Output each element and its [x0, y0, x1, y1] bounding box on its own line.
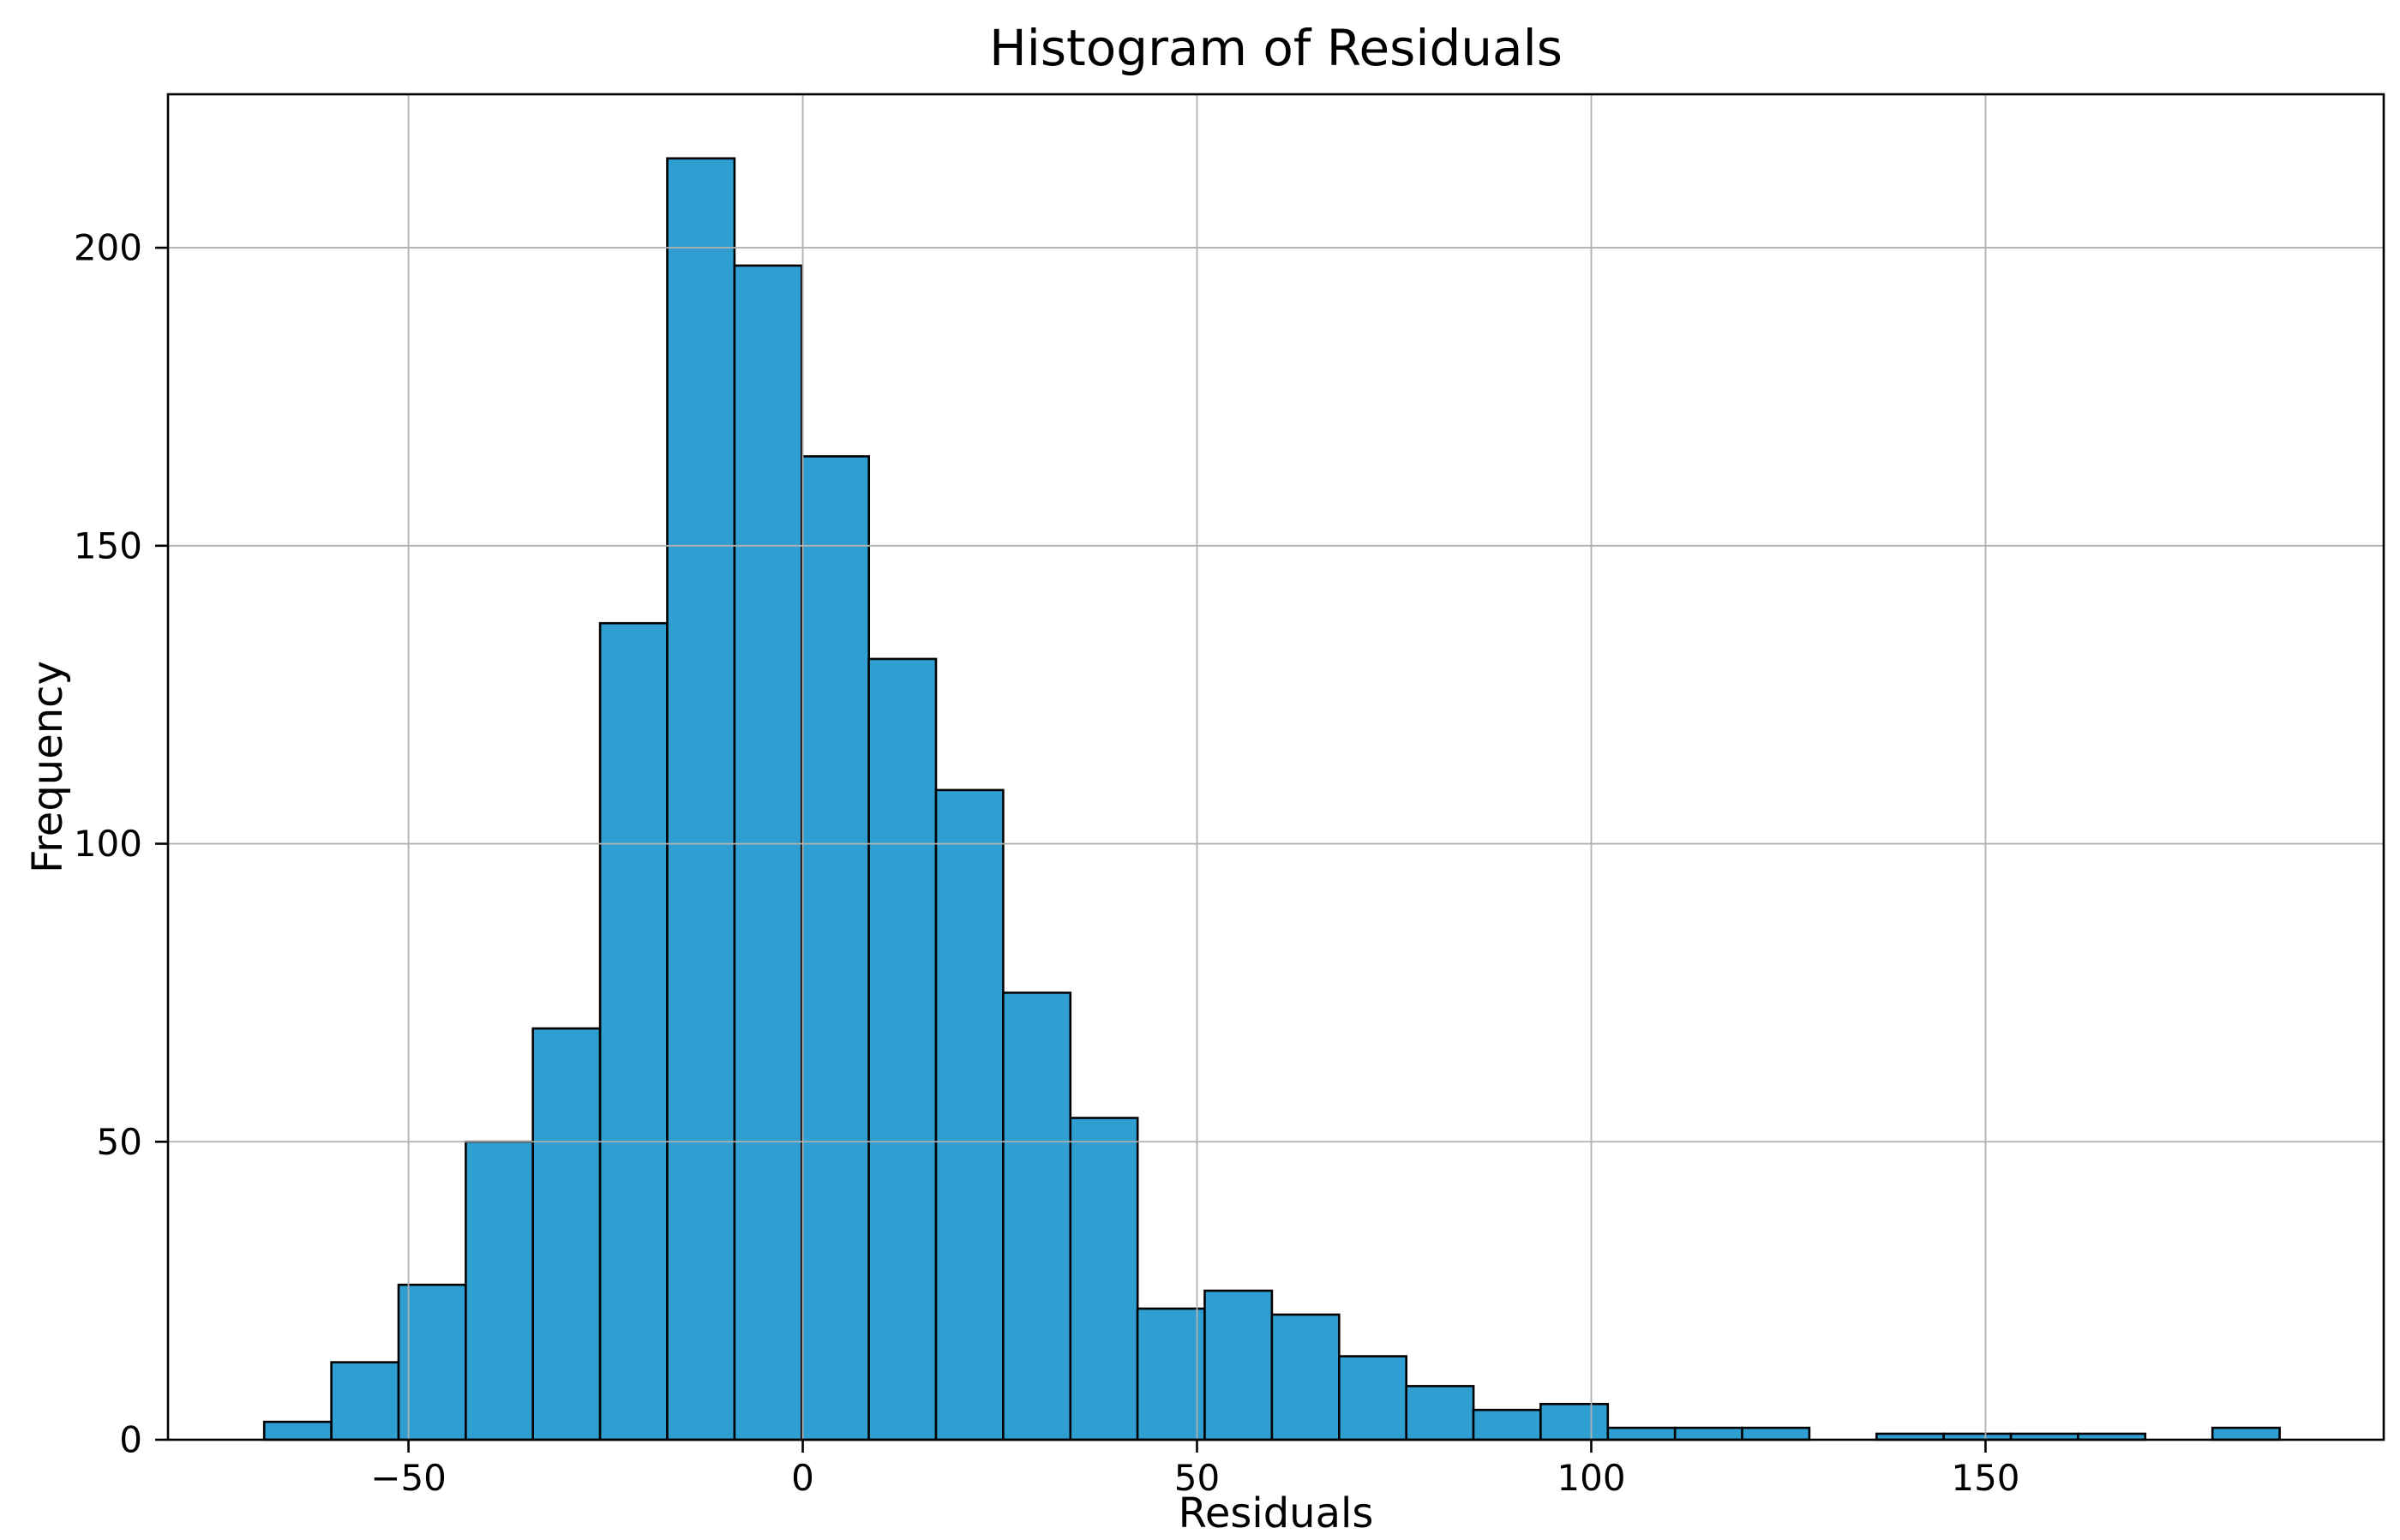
histogram-bar [1136, 1307, 1206, 1441]
histogram-bar [1338, 1355, 1408, 1441]
histogram-bar [330, 1361, 400, 1441]
x-tick-label: 50 [1174, 1457, 1220, 1499]
axes-spines [166, 93, 2385, 1441]
histogram-bar [465, 1141, 535, 1441]
plot-border [166, 93, 2385, 1441]
histogram-bar [531, 1027, 602, 1441]
histogram-bar [733, 264, 803, 1441]
histogram-bar [934, 788, 1005, 1441]
y-tick-label: 150 [74, 524, 142, 566]
y-tick-label: 50 [97, 1121, 142, 1163]
x-axis-ticks: −50 0 50 100 150 [370, 1440, 2020, 1499]
chart-title: Histogram of Residuals [989, 19, 1563, 77]
histogram-bar [1203, 1289, 1274, 1441]
histogram-bar [800, 455, 870, 1441]
histogram-bar [1069, 1117, 1139, 1441]
y-tick-label: 0 [119, 1419, 142, 1461]
histogram-bar [1673, 1426, 1743, 1441]
y-tick-label: 200 [74, 227, 142, 269]
histogram-bar [1741, 1426, 1811, 1441]
y-tick-label: 100 [74, 823, 142, 865]
x-tick-label: 150 [1951, 1457, 2019, 1499]
histogram-bar [666, 157, 736, 1441]
histogram-bar [1539, 1403, 1610, 1441]
histogram-bar [2211, 1426, 2281, 1441]
histogram-bar [1270, 1313, 1341, 1441]
x-tick-label: 0 [791, 1457, 814, 1499]
x-tick-label: 100 [1557, 1457, 1625, 1499]
x-tick-label: −50 [370, 1457, 447, 1499]
histogram-bar [1405, 1385, 1475, 1441]
y-axis-label: Frequency [24, 661, 72, 873]
histogram-bar [1472, 1408, 1542, 1441]
histogram-bar [598, 621, 669, 1441]
histogram-bar [1606, 1426, 1677, 1441]
y-axis-ticks: 0 50 100 150 200 [74, 227, 168, 1461]
histogram-bars [262, 157, 2281, 1441]
histogram-bar [867, 657, 938, 1441]
histogram-bar [1002, 992, 1072, 1441]
histogram-bar [262, 1420, 333, 1441]
x-axis-label: Residuals [1179, 1489, 1374, 1537]
